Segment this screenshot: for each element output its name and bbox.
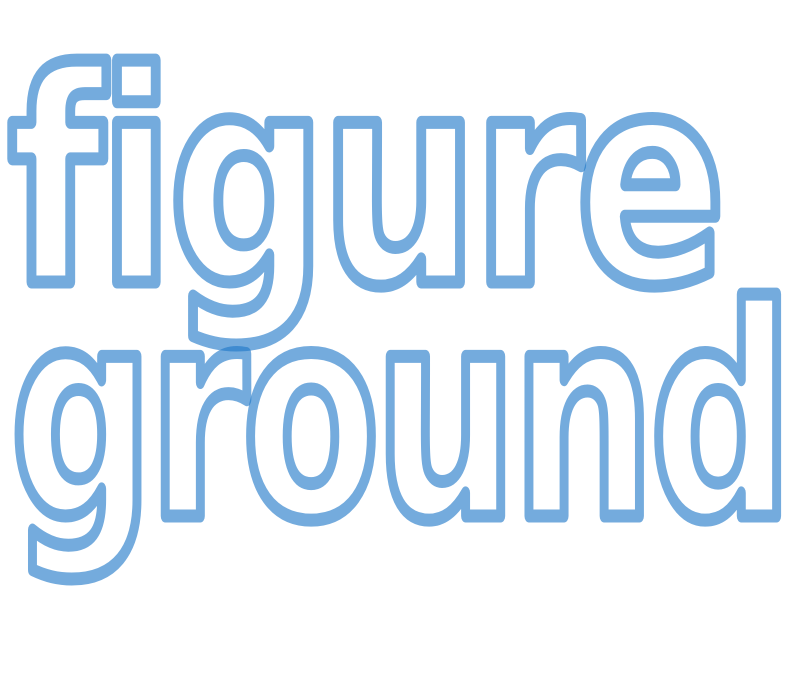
logo-word-ground: ground xyxy=(10,245,788,585)
logo-word-figure: figure xyxy=(8,11,720,351)
